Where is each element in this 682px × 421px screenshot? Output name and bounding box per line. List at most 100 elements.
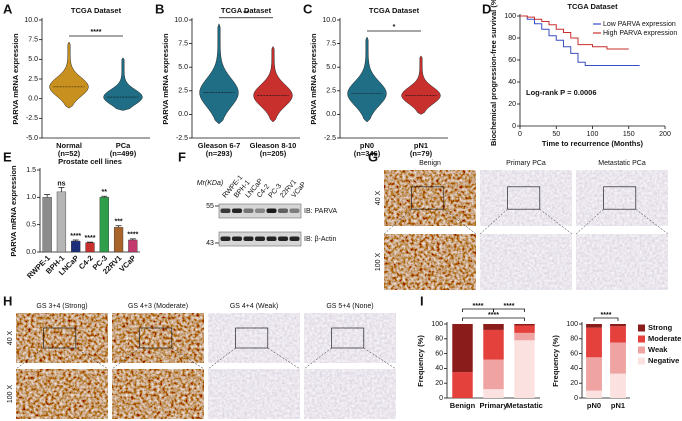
zoom-guide <box>479 209 573 235</box>
x-tick-label: 100 <box>587 131 599 138</box>
y-tick-label: 7.5 <box>178 40 188 47</box>
bar-segment <box>586 327 602 358</box>
blot-band <box>289 236 300 241</box>
panel-letter: A <box>3 1 13 16</box>
column-title: Metastatic PCa <box>598 160 646 167</box>
bar-segment <box>452 324 473 373</box>
y-tick-label: 60 <box>570 350 578 357</box>
y-tick-label: 40 <box>570 365 578 372</box>
panel-letter: I <box>420 293 424 308</box>
panel-letter: E <box>3 149 12 164</box>
blot-band <box>266 208 277 213</box>
blot-band <box>278 236 288 241</box>
x-tick-note: (n=79) <box>410 149 433 158</box>
micrograph <box>383 169 477 227</box>
error-bar <box>101 195 108 198</box>
x-tick-label: Gleason 8-10 <box>250 141 297 150</box>
significance-label: * <box>393 24 396 31</box>
x-tick-label: 150 <box>623 131 635 138</box>
micrograph <box>111 368 205 420</box>
mw-marker: 55 <box>206 203 214 210</box>
significance-bracket <box>462 317 525 321</box>
error-bar <box>87 241 93 243</box>
bar-segment <box>514 324 535 326</box>
blot-band <box>220 236 231 241</box>
panel-letter: H <box>3 293 12 308</box>
bar-segment <box>483 324 504 330</box>
chart-title: Prostate cell lines <box>58 157 122 166</box>
error-bar <box>44 194 51 198</box>
violin <box>103 57 143 111</box>
blot-label: IB: PARVA <box>304 208 337 215</box>
zoom-box <box>507 186 541 210</box>
bar <box>99 197 109 253</box>
error-bar <box>72 239 79 242</box>
error-bar <box>115 225 122 228</box>
y-axis-label: PARVA mRNA expression <box>9 165 18 257</box>
legend-swatch <box>638 324 645 332</box>
y-tick-label: 0 <box>439 395 443 402</box>
bar-segment <box>483 389 504 398</box>
row-title: 100 X <box>7 385 14 404</box>
y-tick-label: 0 <box>512 123 516 130</box>
y-tick-label: 40 <box>435 365 443 372</box>
y-axis-label: PARVA mRNA expression <box>11 33 20 125</box>
y-tick-label: -2.5 <box>26 115 38 122</box>
zoom-guide <box>575 209 669 235</box>
y-tick-label: 80 <box>435 336 443 343</box>
micrograph <box>15 368 109 420</box>
y-tick-label: 0.5 <box>26 222 36 229</box>
x-tick-note: (n=205) <box>260 149 287 158</box>
mw-label: Mr(KDa) <box>197 180 223 187</box>
y-tick-label: -2.5 <box>176 135 188 142</box>
column-title: GS 5+4 (None) <box>326 303 373 310</box>
x-tick-note: (n=293) <box>206 149 233 158</box>
significance-bracket <box>593 317 619 321</box>
bar-segment <box>452 372 473 398</box>
panel-letter: D <box>482 1 491 16</box>
mw-marker: 43 <box>206 240 214 247</box>
micrograph <box>383 233 477 291</box>
y-tick-label: 1.0 <box>26 194 36 201</box>
y-tick-label: 100 <box>431 321 443 328</box>
row-title: 40 X <box>375 190 382 205</box>
y-tick-label: 100 <box>566 321 578 328</box>
bar-segment <box>610 324 626 327</box>
significance-label: ns <box>57 180 65 187</box>
x-tick-label: Metastatic <box>506 401 543 410</box>
y-tick-label: 60 <box>508 57 516 64</box>
legend-label: High PARVA expression <box>603 30 677 37</box>
x-tick-label: PCa <box>116 141 131 150</box>
micrograph <box>575 233 669 291</box>
x-tick-label: Gleason 6-7 <box>198 141 241 150</box>
y-axis-label: Biochemical progression-free survival (%… <box>489 0 498 146</box>
significance-label: **** <box>70 233 81 240</box>
x-tick-label: Primary <box>480 401 509 410</box>
blot-band <box>232 236 242 241</box>
significance-label: **** <box>85 235 96 242</box>
y-tick-label: 2.5 <box>326 88 336 95</box>
panel-letter: B <box>155 1 164 16</box>
chart-title: TCGA Dataset <box>71 6 122 15</box>
bar <box>85 242 95 253</box>
y-tick-label: 80 <box>570 336 578 343</box>
column-title: Benign <box>419 160 441 167</box>
bar-segment <box>483 359 504 390</box>
x-axis-label: Time to recurrence (Months) <box>542 139 644 148</box>
y-tick-label: 5.0 <box>28 56 38 63</box>
y-tick-label: 5.0 <box>178 64 188 71</box>
y-tick-label: 1.5 <box>26 167 36 174</box>
violin <box>49 41 89 109</box>
micrograph <box>15 312 109 364</box>
bar <box>71 240 81 253</box>
x-tick-label: Benign <box>450 401 476 410</box>
micrograph <box>479 169 573 227</box>
row-title: 100 X <box>375 253 382 272</box>
y-tick-label: 7.5 <box>326 40 336 47</box>
x-tick-note: (n=52) <box>58 149 81 158</box>
micrograph <box>207 312 301 364</box>
x-tick-label: Normal <box>56 141 82 150</box>
significance-label: *** <box>114 219 122 226</box>
chart-title: TCGA Dataset <box>369 6 420 15</box>
